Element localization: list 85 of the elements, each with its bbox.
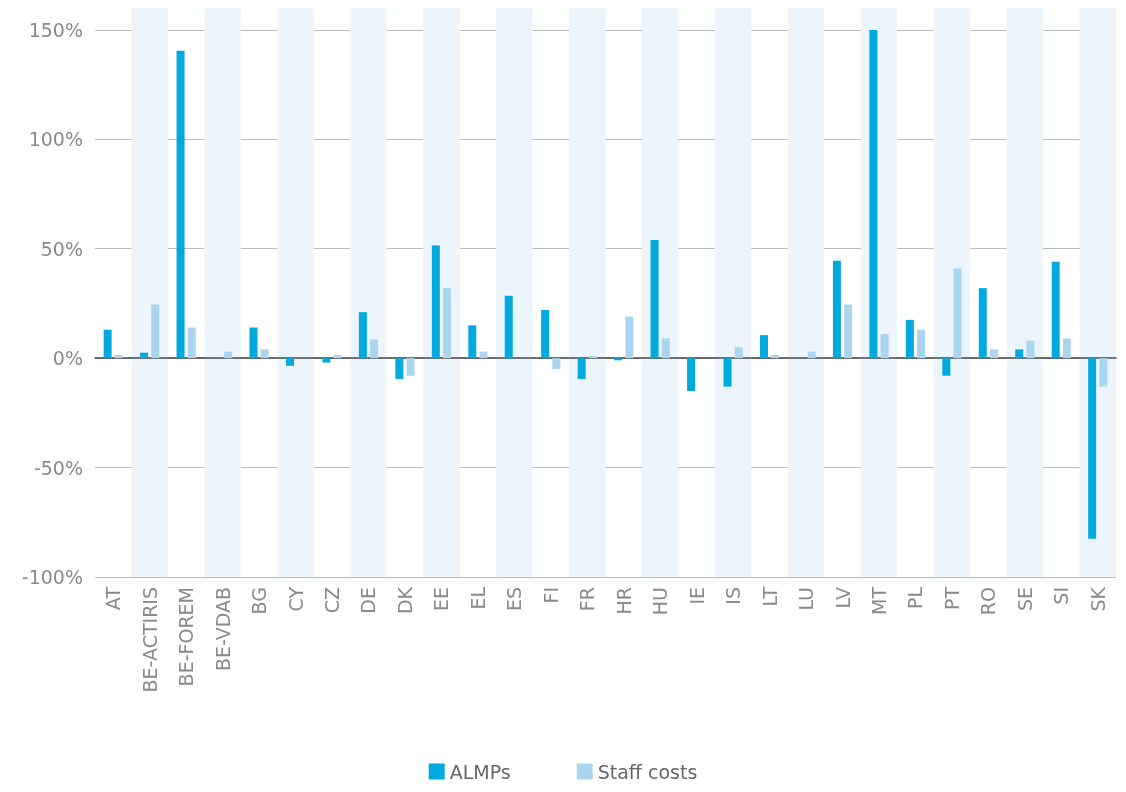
x-tick-label: SI	[1050, 587, 1073, 605]
x-tick-label: DK	[393, 586, 416, 615]
x-tick-label: SK	[1086, 586, 1109, 612]
bar	[260, 349, 269, 359]
x-tick-label: SE	[1013, 587, 1036, 612]
y-tick-label: -100%	[21, 566, 83, 588]
bar	[285, 358, 294, 366]
bar	[468, 325, 477, 359]
bar	[431, 245, 440, 359]
bar	[1088, 358, 1097, 539]
bar	[1015, 349, 1024, 359]
bar	[759, 335, 768, 359]
bar	[333, 354, 342, 359]
x-tick-label: IE	[685, 587, 708, 605]
bar	[771, 354, 780, 359]
bar	[249, 327, 258, 359]
x-tick-label: CY	[284, 586, 307, 612]
bar	[989, 349, 998, 359]
x-tick-label: BG	[248, 587, 271, 615]
x-tick-label: PT	[940, 586, 963, 611]
bar	[880, 334, 889, 359]
bar	[322, 358, 331, 363]
bar	[905, 319, 914, 359]
bar	[395, 358, 404, 379]
bar	[358, 312, 367, 359]
y-tick-label: 50%	[40, 237, 83, 260]
x-tick-label: PL	[904, 586, 927, 610]
legend-label: ALMPs	[449, 760, 511, 783]
x-tick-label: BE-VDAB	[211, 587, 234, 672]
bar	[176, 50, 185, 359]
bar	[187, 327, 196, 359]
bar	[1051, 261, 1060, 359]
bar	[917, 329, 926, 359]
bar	[479, 351, 488, 359]
bar	[370, 339, 379, 359]
bar	[734, 347, 743, 359]
bar	[224, 351, 233, 359]
x-tick-label: IS	[722, 587, 745, 605]
x-tick-label: HR	[612, 587, 635, 615]
bar	[552, 358, 561, 370]
bar	[114, 354, 123, 359]
bar	[832, 260, 841, 359]
x-tick-label: EE	[430, 587, 453, 612]
bar	[1026, 340, 1035, 359]
bar	[953, 268, 962, 359]
y-tick-label: 150%	[28, 18, 83, 41]
bar	[151, 304, 160, 359]
x-tick-label: BE-ACTIRIS	[138, 587, 161, 693]
x-tick-label: BE-FOREM	[175, 587, 198, 687]
y-tick-label: -50%	[33, 456, 83, 479]
bar	[978, 288, 987, 359]
bar	[661, 338, 670, 359]
bar	[1062, 338, 1071, 359]
bar	[869, 29, 878, 359]
bar	[687, 358, 696, 391]
x-tick-label: FR	[576, 587, 599, 612]
y-tick-label: 100%	[28, 128, 83, 151]
x-tick-label: AT	[102, 586, 125, 611]
bar	[140, 352, 149, 359]
bar	[650, 239, 659, 359]
bar	[844, 304, 853, 359]
x-tick-label: HU	[649, 587, 672, 616]
x-tick-label: DE	[357, 587, 380, 614]
x-tick-label: CZ	[321, 587, 344, 614]
bar	[807, 351, 816, 359]
x-tick-label: LU	[795, 587, 818, 611]
bar	[1099, 358, 1108, 387]
x-tick-label: ES	[503, 587, 526, 612]
bar	[103, 329, 112, 359]
bar	[577, 358, 586, 379]
bar	[723, 358, 732, 387]
y-tick-label: 0%	[52, 347, 83, 370]
bar	[504, 295, 513, 359]
bar	[942, 358, 951, 376]
x-tick-label: FI	[539, 587, 562, 604]
x-tick-label: LT	[758, 586, 781, 607]
bar	[443, 288, 452, 359]
x-tick-label: LV	[831, 587, 854, 609]
bar	[541, 310, 550, 359]
x-tick-label: RO	[977, 587, 1000, 616]
x-tick-label: EL	[466, 586, 489, 610]
legend-label: Staff costs	[597, 760, 698, 783]
bar	[406, 358, 415, 376]
bar	[625, 316, 634, 359]
x-tick-label: MT	[867, 586, 890, 615]
